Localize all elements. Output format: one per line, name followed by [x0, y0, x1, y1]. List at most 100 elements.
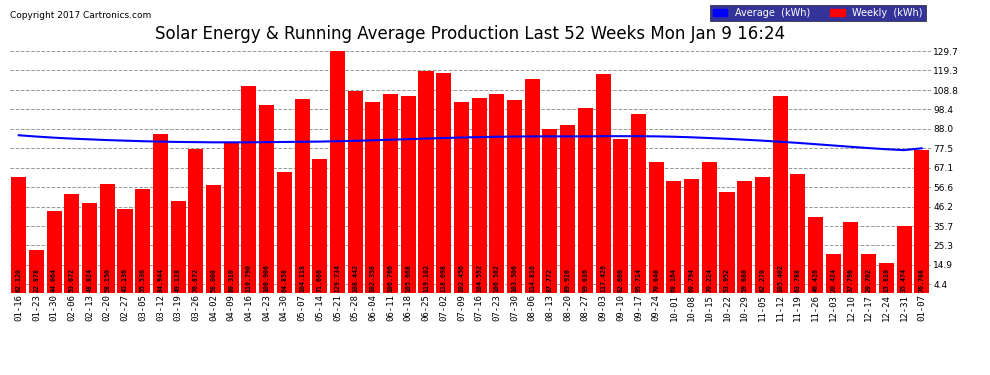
Bar	[560, 125, 575, 292]
Text: 95.714: 95.714	[636, 268, 642, 292]
Text: 104.592: 104.592	[476, 264, 482, 292]
Bar	[453, 102, 469, 292]
Bar	[188, 150, 203, 292]
Text: 102.456: 102.456	[458, 264, 464, 292]
Text: 84.944: 84.944	[157, 268, 163, 292]
Text: 49.128: 49.128	[175, 268, 181, 292]
Text: 58.150: 58.150	[104, 268, 110, 292]
Bar	[437, 73, 451, 292]
Text: 104.118: 104.118	[299, 264, 305, 292]
Bar	[118, 209, 133, 292]
Bar	[684, 179, 699, 292]
Bar	[82, 203, 97, 292]
Text: 103.506: 103.506	[512, 264, 518, 292]
Bar	[347, 91, 362, 292]
Text: 62.270: 62.270	[759, 268, 765, 292]
Text: Copyright 2017 Cartronics.com: Copyright 2017 Cartronics.com	[10, 11, 151, 20]
Bar	[543, 129, 557, 292]
Bar	[224, 143, 239, 292]
Bar	[259, 105, 274, 292]
Text: 60.794: 60.794	[689, 268, 695, 292]
Bar	[277, 172, 292, 292]
Bar	[879, 263, 894, 292]
Text: 129.734: 129.734	[335, 264, 341, 292]
Bar	[914, 150, 930, 292]
Bar	[401, 96, 416, 292]
Bar	[861, 254, 876, 292]
Bar	[383, 94, 398, 292]
Text: 53.952: 53.952	[724, 268, 730, 292]
Bar	[152, 134, 168, 292]
Text: 63.788: 63.788	[795, 268, 801, 292]
Text: 80.310: 80.310	[229, 268, 235, 292]
Text: 70.224: 70.224	[706, 268, 712, 292]
Bar	[242, 86, 256, 292]
Text: 71.606: 71.606	[317, 268, 323, 292]
Bar	[754, 177, 770, 292]
Text: 106.502: 106.502	[494, 264, 500, 292]
Text: 44.064: 44.064	[51, 268, 57, 292]
Bar	[720, 192, 735, 292]
Bar	[507, 100, 522, 292]
Bar	[419, 71, 434, 292]
Text: 87.772: 87.772	[546, 268, 553, 292]
Text: 99.036: 99.036	[582, 268, 588, 292]
Bar	[11, 177, 27, 292]
Bar	[206, 184, 221, 292]
Bar	[136, 189, 150, 292]
Text: 117.426: 117.426	[600, 264, 606, 292]
Text: 76.872: 76.872	[193, 268, 199, 292]
Text: 22.878: 22.878	[34, 268, 40, 292]
Text: 82.606: 82.606	[618, 268, 624, 292]
Text: 76.708: 76.708	[919, 268, 925, 292]
Bar	[702, 162, 717, 292]
Text: 64.858: 64.858	[281, 268, 287, 292]
Bar	[312, 159, 328, 292]
Text: 105.402: 105.402	[777, 264, 783, 292]
Bar	[613, 139, 629, 292]
Text: 118.098: 118.098	[441, 264, 446, 292]
Text: 15.810: 15.810	[883, 268, 889, 292]
Text: 35.474: 35.474	[901, 268, 907, 292]
Legend: Average  (kWh), Weekly  (kWh): Average (kWh), Weekly (kWh)	[710, 5, 926, 21]
Text: 119.102: 119.102	[423, 264, 429, 292]
Text: 20.702: 20.702	[865, 268, 871, 292]
Bar	[790, 174, 805, 292]
Bar	[631, 114, 646, 292]
Text: 45.136: 45.136	[122, 268, 128, 292]
Bar	[648, 162, 663, 292]
Bar	[666, 180, 681, 292]
Bar	[100, 184, 115, 292]
Bar	[64, 194, 79, 292]
Text: 40.426: 40.426	[813, 268, 819, 292]
Text: 110.790: 110.790	[246, 264, 251, 292]
Bar	[471, 98, 487, 292]
Bar	[772, 96, 788, 292]
Bar	[826, 255, 841, 292]
Text: 48.024: 48.024	[86, 268, 93, 292]
Bar	[170, 201, 186, 292]
Text: 100.906: 100.906	[263, 264, 269, 292]
Text: 59.680: 59.680	[742, 268, 747, 292]
Title: Solar Energy & Running Average Production Last 52 Weeks Mon Jan 9 16:24: Solar Energy & Running Average Productio…	[155, 26, 785, 44]
Bar	[294, 99, 310, 292]
Text: 105.668: 105.668	[405, 264, 411, 292]
Bar	[330, 51, 345, 292]
Bar	[738, 182, 752, 292]
Text: 58.008: 58.008	[211, 268, 217, 292]
Bar	[596, 74, 611, 292]
Text: 89.926: 89.926	[564, 268, 570, 292]
Bar	[29, 250, 44, 292]
Bar	[897, 226, 912, 292]
Bar	[578, 108, 593, 292]
Text: 70.040: 70.040	[653, 268, 659, 292]
Text: 60.164: 60.164	[671, 268, 677, 292]
Bar	[47, 210, 61, 292]
Text: 53.072: 53.072	[69, 268, 75, 292]
Text: 108.442: 108.442	[352, 264, 358, 292]
Text: 114.816: 114.816	[530, 264, 536, 292]
Bar	[489, 94, 504, 292]
Text: 55.536: 55.536	[140, 268, 146, 292]
Text: 37.796: 37.796	[847, 268, 854, 292]
Bar	[808, 217, 823, 292]
